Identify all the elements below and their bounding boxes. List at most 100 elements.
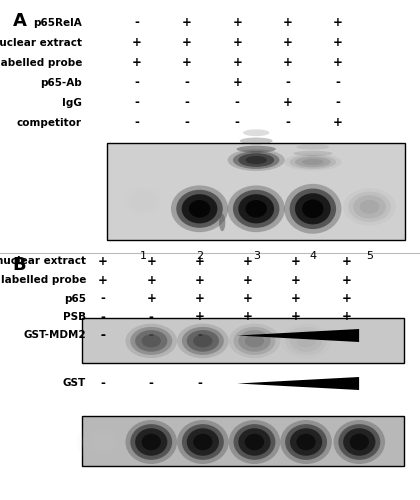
Ellipse shape — [234, 327, 276, 355]
Text: nuclear extract: nuclear extract — [0, 38, 82, 48]
Text: +: + — [291, 292, 301, 305]
Ellipse shape — [280, 324, 332, 358]
Ellipse shape — [234, 424, 276, 460]
Ellipse shape — [93, 434, 113, 450]
Ellipse shape — [280, 420, 332, 464]
Ellipse shape — [176, 190, 223, 228]
Ellipse shape — [290, 188, 336, 229]
Ellipse shape — [82, 424, 124, 460]
Ellipse shape — [136, 196, 150, 206]
Text: +: + — [182, 16, 192, 29]
Text: +: + — [146, 292, 156, 305]
Text: +: + — [131, 56, 142, 69]
Ellipse shape — [130, 327, 172, 355]
Text: -: - — [100, 310, 105, 324]
Ellipse shape — [293, 150, 333, 156]
Text: -: - — [336, 76, 341, 89]
Text: 3: 3 — [253, 251, 260, 261]
Ellipse shape — [189, 200, 210, 218]
Ellipse shape — [236, 146, 276, 152]
Ellipse shape — [126, 324, 177, 358]
Ellipse shape — [295, 193, 331, 224]
Ellipse shape — [233, 190, 279, 228]
Text: p65: p65 — [64, 294, 86, 304]
Ellipse shape — [87, 428, 119, 456]
Ellipse shape — [295, 156, 331, 168]
Text: +: + — [333, 116, 343, 129]
Polygon shape — [237, 329, 359, 342]
Ellipse shape — [339, 424, 380, 460]
Text: labelled probe: labelled probe — [0, 58, 82, 68]
Text: +: + — [131, 36, 142, 49]
Text: GST: GST — [63, 378, 86, 388]
Text: p65-Ab: p65-Ab — [40, 78, 82, 88]
Text: IgG: IgG — [62, 98, 82, 108]
Text: +: + — [243, 292, 253, 305]
Ellipse shape — [348, 192, 391, 222]
Text: +: + — [243, 310, 253, 324]
Ellipse shape — [228, 149, 285, 171]
Text: +: + — [232, 76, 242, 89]
Ellipse shape — [187, 428, 219, 456]
Text: -: - — [197, 377, 202, 390]
Text: +: + — [291, 255, 301, 268]
Ellipse shape — [343, 428, 375, 456]
Ellipse shape — [131, 192, 155, 210]
Bar — [82, 318, 404, 362]
Ellipse shape — [245, 434, 264, 450]
Ellipse shape — [297, 144, 329, 150]
Text: nuclear extract: nuclear extract — [0, 256, 86, 266]
Ellipse shape — [238, 330, 270, 351]
Ellipse shape — [302, 159, 323, 165]
Text: +: + — [283, 36, 293, 49]
Text: -: - — [184, 76, 189, 89]
Text: +: + — [194, 274, 205, 286]
Text: p65RelA: p65RelA — [33, 18, 82, 28]
Ellipse shape — [238, 194, 274, 224]
Text: -: - — [100, 292, 105, 305]
Text: competitor: competitor — [17, 118, 82, 128]
Text: 1: 1 — [139, 251, 147, 261]
Text: -: - — [149, 310, 154, 324]
Ellipse shape — [290, 155, 336, 169]
Ellipse shape — [333, 420, 385, 464]
Text: -: - — [100, 329, 105, 342]
Text: +: + — [333, 36, 343, 49]
Text: +: + — [333, 56, 343, 69]
Text: -: - — [184, 96, 189, 109]
Text: -: - — [336, 96, 341, 109]
Text: -: - — [197, 329, 202, 342]
Ellipse shape — [245, 200, 267, 218]
Ellipse shape — [339, 327, 380, 355]
Text: -: - — [285, 76, 290, 89]
Ellipse shape — [285, 327, 327, 355]
Text: +: + — [232, 16, 242, 29]
Ellipse shape — [284, 154, 341, 170]
Ellipse shape — [238, 153, 274, 167]
Ellipse shape — [284, 184, 341, 234]
Text: +: + — [194, 255, 205, 268]
Ellipse shape — [343, 330, 375, 351]
Ellipse shape — [228, 420, 280, 464]
Text: GST-MDM2: GST-MDM2 — [24, 330, 86, 340]
Text: labelled probe: labelled probe — [1, 275, 86, 285]
Text: +: + — [98, 255, 108, 268]
Text: +: + — [194, 292, 205, 305]
Text: +: + — [146, 255, 156, 268]
Ellipse shape — [349, 434, 369, 450]
Text: +: + — [291, 274, 301, 286]
Text: -: - — [149, 377, 154, 390]
Bar — [107, 142, 405, 240]
Text: 4: 4 — [309, 251, 316, 261]
Bar — [82, 416, 404, 466]
Text: -: - — [134, 76, 139, 89]
Ellipse shape — [181, 194, 218, 224]
Ellipse shape — [182, 424, 224, 460]
Text: +: + — [283, 96, 293, 109]
Ellipse shape — [302, 200, 323, 218]
Text: -: - — [134, 116, 139, 129]
Text: +: + — [341, 274, 352, 286]
Text: -: - — [149, 329, 154, 342]
Text: 2: 2 — [196, 251, 203, 261]
Ellipse shape — [135, 428, 168, 456]
